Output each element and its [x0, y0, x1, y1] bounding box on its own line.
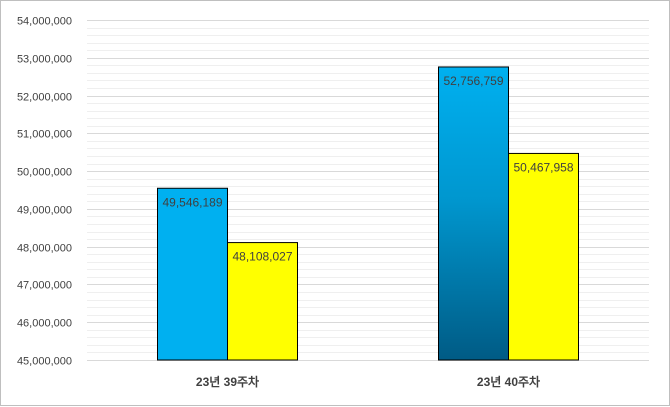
y-tick-label: 45,000,000 — [17, 356, 72, 368]
y-tick-label: 51,000,000 — [17, 129, 72, 141]
data-label: 49,546,189 — [162, 195, 222, 209]
bars — [157, 66, 579, 361]
data-label: 52,756,759 — [443, 74, 503, 88]
data-labels: 49,546,189 48,108,027 52,756,759 50,467,958 — [162, 74, 573, 264]
axes: 45,000,000 46,000,000 47,000,000 48,000,000… — [17, 16, 540, 390]
data-label: 48,108,027 — [232, 250, 292, 264]
bar-1-series-2 — [227, 242, 298, 361]
x-category-label: 23년 40주차 — [477, 374, 540, 389]
y-tick-label: 53,000,000 — [17, 54, 72, 66]
y-tick-label: 52,000,000 — [17, 92, 72, 104]
data-label: 50,467,958 — [513, 160, 573, 174]
y-tick-label: 47,000,000 — [17, 280, 72, 292]
y-tick-label: 50,000,000 — [17, 167, 72, 179]
y-tick-label: 49,000,000 — [17, 205, 72, 217]
y-tick-label: 48,000,000 — [17, 243, 72, 255]
bar-1-series-1 — [157, 187, 228, 361]
y-tick-label: 46,000,000 — [17, 318, 72, 330]
bar-2-series-2 — [508, 152, 579, 361]
bar-2-series-1 — [438, 66, 509, 361]
x-category-label: 23년 39주차 — [196, 374, 259, 389]
y-tick-label: 54,000,000 — [17, 16, 72, 28]
